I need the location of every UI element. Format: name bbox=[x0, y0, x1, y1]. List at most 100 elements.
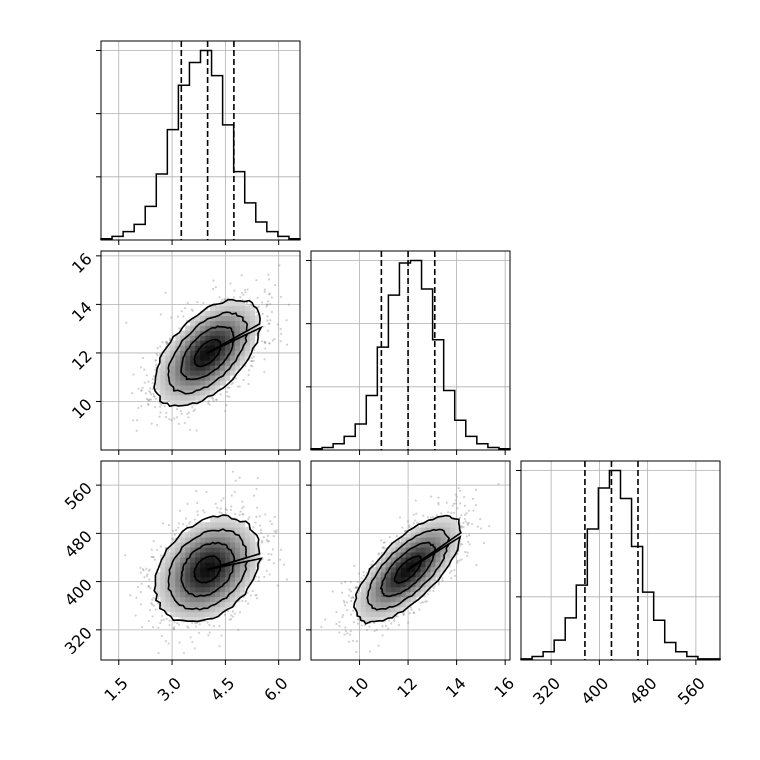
scatter-point bbox=[242, 378, 245, 381]
scatter-point bbox=[269, 319, 272, 322]
density-cell bbox=[165, 380, 171, 386]
scatter-point bbox=[196, 510, 199, 513]
density-cell bbox=[185, 370, 191, 376]
scatter-point bbox=[268, 342, 271, 345]
scatter-point bbox=[191, 406, 194, 409]
density-cell bbox=[205, 552, 211, 558]
scatter-point bbox=[241, 500, 244, 503]
scatter-point bbox=[259, 528, 263, 532]
density-cell bbox=[239, 310, 246, 316]
scatter-point bbox=[177, 623, 181, 626]
scatter-point bbox=[267, 300, 270, 303]
scatter-point bbox=[241, 599, 244, 603]
scatter-point bbox=[348, 588, 351, 591]
scatter-point bbox=[154, 397, 157, 401]
density-cell bbox=[170, 552, 176, 558]
density-cell bbox=[244, 532, 251, 538]
density-cell bbox=[165, 395, 171, 401]
density-cell bbox=[239, 527, 246, 533]
density-cell bbox=[239, 355, 246, 361]
density-cell bbox=[205, 340, 211, 346]
scatter-point bbox=[282, 563, 286, 566]
scatter-point bbox=[436, 576, 439, 580]
density-cell bbox=[195, 385, 201, 391]
scatter-point bbox=[384, 624, 388, 628]
density-cell bbox=[210, 581, 216, 588]
density-cell bbox=[170, 562, 176, 568]
scatter-point bbox=[276, 584, 279, 587]
scatter-point bbox=[152, 604, 155, 607]
scatter-point bbox=[245, 301, 248, 304]
scatter-point bbox=[196, 300, 199, 304]
scatter-point bbox=[231, 615, 235, 618]
scatter-point bbox=[143, 381, 146, 384]
scatter-point bbox=[158, 415, 161, 418]
scatter-point bbox=[240, 274, 243, 277]
density-cell bbox=[195, 601, 201, 608]
density-cell bbox=[190, 616, 196, 623]
scatter-point bbox=[450, 569, 453, 572]
density-cell bbox=[160, 591, 166, 598]
scatter-point bbox=[176, 407, 179, 411]
density-cell bbox=[175, 611, 181, 618]
scatter-point bbox=[346, 632, 349, 635]
scatter-point bbox=[239, 510, 242, 513]
scatter-point bbox=[141, 386, 144, 389]
scatter-point bbox=[462, 526, 465, 529]
density-cell bbox=[175, 586, 181, 593]
density-cell bbox=[225, 537, 231, 543]
scatter-point bbox=[183, 307, 187, 310]
scatter-point bbox=[218, 511, 221, 514]
panel-frame bbox=[100, 460, 301, 661]
density-cell bbox=[180, 532, 186, 538]
density-cell bbox=[190, 330, 196, 336]
density-cell bbox=[220, 606, 226, 613]
scatter-point bbox=[142, 569, 145, 572]
scatter-point bbox=[383, 547, 386, 550]
density-cell bbox=[185, 395, 191, 401]
scatter-point bbox=[151, 598, 154, 601]
density-cell bbox=[244, 355, 251, 361]
scatter-point bbox=[218, 296, 221, 299]
scatter-point bbox=[393, 619, 396, 623]
density-cell bbox=[180, 586, 186, 593]
scatter-point bbox=[237, 628, 240, 632]
scatter-point bbox=[147, 619, 150, 623]
density-cell bbox=[205, 572, 211, 578]
density-cell bbox=[244, 315, 251, 321]
scatter-point bbox=[424, 600, 427, 603]
scatter-point bbox=[414, 499, 417, 502]
scatter-point bbox=[240, 291, 243, 295]
density-cell bbox=[234, 365, 241, 371]
scatter-point bbox=[124, 554, 127, 557]
scatter-point bbox=[226, 609, 229, 613]
density-cell bbox=[175, 542, 181, 548]
density-cell bbox=[170, 542, 176, 548]
scatter-point bbox=[466, 523, 469, 527]
scatter-point bbox=[347, 640, 351, 643]
scatter-point bbox=[247, 602, 250, 605]
density-cell bbox=[160, 390, 166, 396]
scatter-point bbox=[224, 409, 227, 413]
scatter-point bbox=[134, 614, 137, 617]
density-cell bbox=[205, 370, 211, 376]
scatter-point bbox=[258, 515, 261, 518]
density-cell bbox=[210, 360, 216, 366]
density-cell bbox=[190, 527, 196, 533]
density-cell bbox=[180, 375, 186, 381]
density-cell bbox=[195, 591, 201, 598]
scatter-point bbox=[356, 618, 359, 621]
scatter-point bbox=[479, 527, 483, 530]
density-cell bbox=[155, 577, 161, 583]
scatter-point bbox=[355, 586, 359, 589]
density-cell bbox=[200, 581, 206, 588]
scatter-point bbox=[246, 591, 249, 595]
scatter-point bbox=[229, 282, 232, 285]
scatter-point bbox=[224, 507, 227, 511]
density-cell bbox=[215, 596, 221, 603]
scatter-point bbox=[279, 558, 282, 561]
scatter-point bbox=[268, 322, 271, 325]
density-cell bbox=[249, 562, 256, 568]
scatter-point bbox=[139, 590, 142, 594]
scatter-point bbox=[266, 315, 269, 318]
